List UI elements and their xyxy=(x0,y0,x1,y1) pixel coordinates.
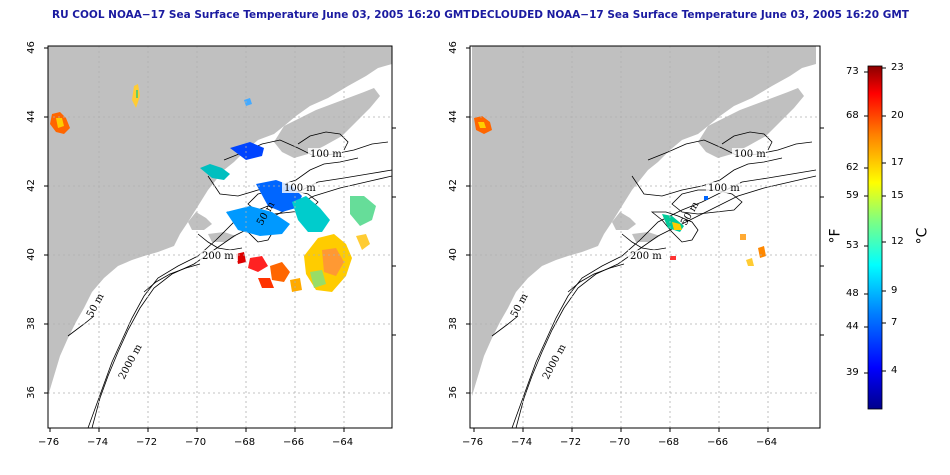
cbar-c-9: 9 xyxy=(891,285,898,296)
left-ytick-46: 46 xyxy=(25,41,37,54)
left-contour-label-100m-a: 100 m xyxy=(310,149,342,160)
left-xtick-74: −74 xyxy=(87,437,109,448)
right-contour-label-200m: 200 m xyxy=(630,251,662,262)
cbar-c-15: 15 xyxy=(891,190,904,201)
cbar-c-4: 4 xyxy=(891,365,898,376)
left-ytick-36: 36 xyxy=(25,386,37,399)
cbar-unit-celsius: °C xyxy=(914,227,931,245)
right-xtick-70: −70 xyxy=(609,437,631,448)
cbar-f-53: 53 xyxy=(846,240,859,251)
left-ytick-40: 40 xyxy=(25,248,37,261)
right-xtick-72: −72 xyxy=(560,437,582,448)
left-xtick-76: −76 xyxy=(38,437,60,448)
left-ytick-44: 44 xyxy=(25,110,37,123)
left-map-title: RU COOL NOAA−17 Sea Surface Temperature … xyxy=(52,9,471,21)
cbar-c-20: 20 xyxy=(891,110,904,121)
cbar-c-12: 12 xyxy=(891,236,904,247)
left-ytick-42: 42 xyxy=(25,179,37,192)
left-map-panel: 100 m 100 m 50 m 200 m 50 m 2000 m xyxy=(44,45,396,432)
cbar-f-44: 44 xyxy=(846,321,859,332)
left-sst-patches xyxy=(50,84,376,292)
cbar-unit-fahrenheit: °F xyxy=(827,228,844,244)
cbar-c-23: 23 xyxy=(891,62,904,73)
right-xtick-64: −64 xyxy=(756,437,778,448)
right-contour-label-100m-a: 100 m xyxy=(734,149,766,160)
left-contour-label-200m: 200 m xyxy=(202,251,234,262)
cbar-f-48: 48 xyxy=(846,288,859,299)
cbar-f-68: 68 xyxy=(846,110,859,121)
cbar-c-17: 17 xyxy=(891,157,904,168)
cbar-c-7: 7 xyxy=(891,317,898,328)
left-xtick-70: −70 xyxy=(185,437,207,448)
left-xtick-64: −64 xyxy=(332,437,354,448)
colorbar xyxy=(864,65,886,410)
right-contour-label-100m-b: 100 m xyxy=(708,183,740,194)
cbar-f-59: 59 xyxy=(846,190,859,201)
cbar-f-73: 73 xyxy=(846,66,859,77)
right-ytick-38: 38 xyxy=(447,317,459,330)
right-map-title: DECLOUDED NOAA−17 Sea Surface Temperatur… xyxy=(471,9,909,21)
right-xtick-66: −66 xyxy=(707,437,729,448)
right-ytick-40: 40 xyxy=(447,248,459,261)
right-ytick-36: 36 xyxy=(447,386,459,399)
right-xtick-74: −74 xyxy=(511,437,533,448)
right-ytick-44: 44 xyxy=(447,110,459,123)
cbar-f-39: 39 xyxy=(846,367,859,378)
right-ytick-46: 46 xyxy=(447,41,459,54)
cbar-f-62: 62 xyxy=(846,162,859,173)
right-xtick-76: −76 xyxy=(462,437,484,448)
left-xtick-68: −68 xyxy=(234,437,256,448)
right-ytick-42: 42 xyxy=(447,179,459,192)
right-xtick-68: −68 xyxy=(658,437,680,448)
left-ytick-38: 38 xyxy=(25,317,37,330)
left-contour-label-100m-b: 100 m xyxy=(284,183,316,194)
right-map-panel: 100 m 100 m 50 m 200 m 50 m 2000 m xyxy=(466,45,824,432)
left-xtick-66: −66 xyxy=(283,437,305,448)
left-xtick-72: −72 xyxy=(136,437,158,448)
right-sst-patches xyxy=(474,116,766,266)
